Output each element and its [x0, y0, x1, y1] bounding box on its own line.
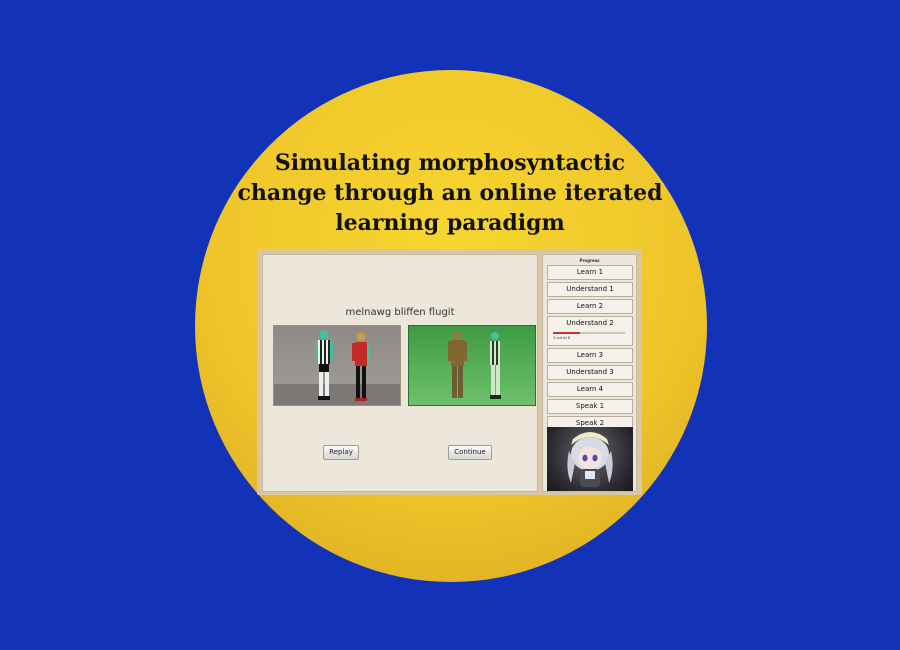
- step-label: Learn 2: [576, 302, 604, 310]
- step-understand-2-current: Understand 2 3 out of 8: [547, 316, 633, 346]
- progress-sidebar: Progress Learn 1 Understand 1 Learn 2 Un…: [542, 254, 637, 492]
- step-label: Understand 3: [566, 368, 614, 376]
- step-speak-1: Speak 1: [547, 399, 633, 414]
- step-progress-caption: 3 out of 8: [553, 336, 570, 340]
- experiment-screenshot: melnawg bliffen flugit: [257, 249, 642, 495]
- step-understand-3: Understand 3: [547, 365, 633, 380]
- alien-sentence: melnawg bliffen flugit: [345, 307, 455, 318]
- step-label: Learn 4: [576, 385, 604, 393]
- task-pane: melnawg bliffen flugit: [262, 254, 538, 492]
- soldier-figure-icon: [448, 330, 467, 398]
- page-title: Simulating morphosyntactic change throug…: [230, 148, 670, 238]
- anime-character-icon: [567, 432, 613, 487]
- continue-button[interactable]: Continue: [448, 445, 492, 460]
- step-label: Understand 1: [566, 285, 614, 293]
- step-label: Speak 2: [575, 419, 605, 427]
- step-label: Speak 1: [575, 402, 605, 410]
- step-learn-4: Learn 4: [547, 382, 633, 397]
- step-label: Understand 2: [566, 319, 614, 327]
- replay-button[interactable]: Replay: [323, 445, 359, 460]
- referee-figure-faded-icon: [490, 332, 501, 399]
- step-label: Learn 3: [576, 351, 604, 359]
- scene-right-figures: [448, 330, 501, 399]
- step-progress-bar: [553, 332, 625, 334]
- step-learn-3: Learn 3: [547, 348, 633, 363]
- step-understand-1: Understand 1: [547, 282, 633, 297]
- scene-choice-left[interactable]: [273, 325, 401, 406]
- step-label: Learn 1: [576, 268, 604, 276]
- title-line-2: change through an online iterated: [237, 180, 663, 206]
- red-soldier-figure-icon: [352, 332, 370, 401]
- referee-figure-icon: [315, 330, 333, 400]
- step-learn-1: Learn 1: [547, 265, 633, 280]
- scene-left-figures: [274, 330, 400, 405]
- progress-title: Progress: [579, 258, 600, 263]
- scene-choice-right-selected[interactable]: [408, 325, 536, 406]
- character-avatar: [547, 427, 633, 491]
- step-progress-fill: [553, 332, 580, 334]
- title-line-1: Simulating morphosyntactic: [274, 150, 626, 176]
- step-learn-2: Learn 2: [547, 299, 633, 314]
- title-line-3: learning paradigm: [335, 210, 565, 236]
